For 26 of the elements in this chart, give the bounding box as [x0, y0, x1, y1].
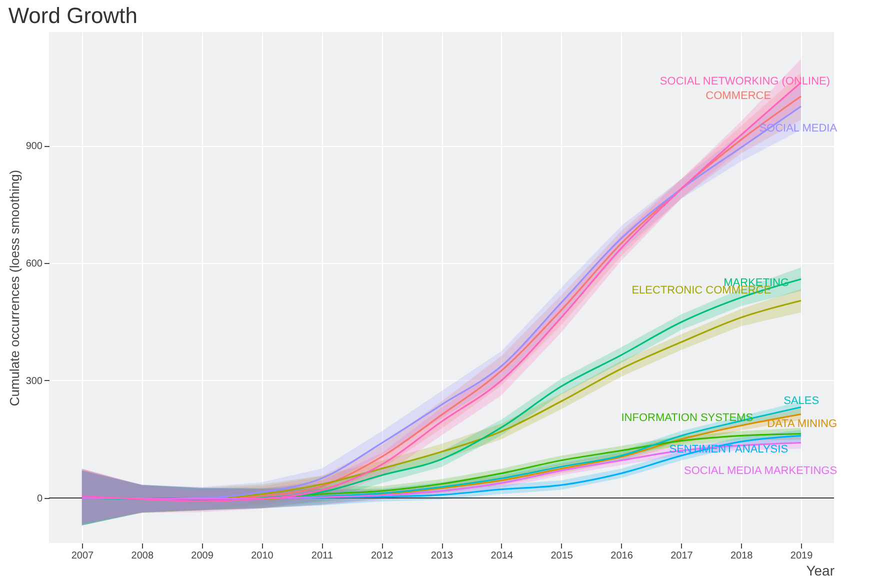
- x-tick-label: 2018: [730, 550, 754, 562]
- x-tick-label: 2016: [610, 550, 634, 562]
- y-tick-label: 300: [26, 376, 43, 387]
- series-label: COMMERCE: [706, 90, 772, 102]
- series-label: SOCIAL MEDIA MARKETINGS: [684, 464, 838, 477]
- x-tick-label: 2011: [311, 550, 334, 562]
- x-tick-label: 2017: [670, 550, 694, 562]
- y-tick-label: 900: [26, 141, 43, 152]
- x-tick-label: 2019: [790, 550, 814, 562]
- chart-title: Word Growth: [8, 3, 138, 28]
- x-tick-label: 2009: [191, 550, 214, 562]
- x-tick-label: 2008: [131, 550, 154, 562]
- y-tick-label: 600: [26, 258, 43, 270]
- y-tick-label: 0: [36, 493, 43, 504]
- series-label: INFORMATION SYSTEMS: [621, 412, 754, 424]
- text: SOCIAL NETWORKING (ONLINE): [660, 76, 830, 88]
- series-label: SENTIMENT ANALYSIS: [669, 444, 788, 456]
- x-tick-label: 2014: [490, 550, 514, 562]
- x-tick-label: 2007: [71, 550, 94, 562]
- y-axis-title: Cumulate occurrences (loess smoothing): [6, 170, 22, 406]
- x-tick-label: 2015: [550, 550, 574, 562]
- series-label: SALES: [784, 395, 820, 408]
- x-tick-label: 2010: [251, 550, 274, 562]
- x-tick-label: 2013: [430, 550, 454, 562]
- x-tick-label: 2012: [370, 550, 394, 562]
- x-axis-title: Year: [806, 562, 835, 578]
